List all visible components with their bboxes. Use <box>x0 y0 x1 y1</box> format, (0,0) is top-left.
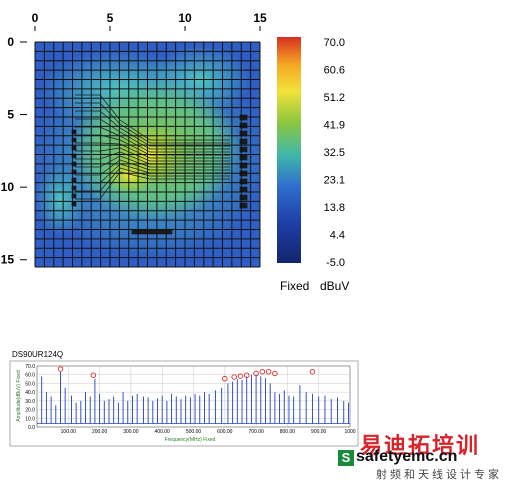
spectrum-frame <box>9 360 359 447</box>
spectrum-x-tick-label: 300.00 <box>123 429 139 435</box>
heatmap-y-tick-label: 10 <box>1 180 15 194</box>
heatmap-grid <box>34 41 261 268</box>
colorbar-scale <box>277 37 301 263</box>
spectrum-series <box>37 372 350 424</box>
spectrum-y-label: Amplitude(dBuV) Fixed <box>16 370 22 422</box>
spectrum-peak-markers <box>57 366 316 382</box>
colorbar-tick-label: -5.0 <box>326 257 345 269</box>
watermark-slogan: 射频和天线设计专家 <box>376 468 502 481</box>
heatmap-y-tick-label: 15 <box>1 253 15 267</box>
spectrum-peak-marker <box>309 368 316 375</box>
spectrum-peak-marker <box>57 366 64 372</box>
heatmap-y-ticks: 0 5 10 15 <box>1 35 27 267</box>
pcb-connector-pin <box>239 178 248 185</box>
colorbar-tick-label: 60.6 <box>324 65 345 77</box>
pcb-connector-pin <box>239 202 248 209</box>
spectrum-y-tick-label: 20.0 <box>25 408 35 414</box>
heatmap-chart: 0 5 10 15 0 5 10 15 <box>1 11 267 268</box>
colorbar-tick-labels: 70.0 60.6 51.2 41.9 32.5 23.1 13.8 4.4 -5.0 <box>324 37 345 269</box>
spectrum-x-tick-label: 500.00 <box>186 429 202 435</box>
spectrum-peak-marker <box>272 370 278 377</box>
colorbar-label-unit: dBuV <box>320 279 349 293</box>
spectrum-x-tick-label: 200.00 <box>92 429 108 435</box>
colorbar-tick-label: 32.5 <box>324 147 345 159</box>
spectrum-y-tick-label: 40.0 <box>25 390 35 396</box>
colorbar: 70.0 60.6 51.2 41.9 32.5 23.1 13.8 4.4 -5.0 Fixe… <box>277 37 349 293</box>
spectrum-x-label: Frequency(MHz) Fixed <box>165 437 216 443</box>
colorbar-tick-label: 51.2 <box>324 92 345 104</box>
spectrum-x-tick-label: 400.00 <box>155 429 171 435</box>
spectrum-y-tick-label: 70.0 <box>25 364 35 370</box>
spectrum-y-tick-label: 10.0 <box>25 416 35 422</box>
pcb-connector-pin <box>239 122 248 129</box>
heatmap-x-tick-label: 15 <box>253 11 267 25</box>
pcb-connector-pin <box>239 162 248 169</box>
spectrum-y-tick-label: 0.0 <box>28 425 35 431</box>
colorbar-tick-label: 23.1 <box>324 175 345 187</box>
heatmap-x-tick-label: 5 <box>107 11 114 25</box>
spectrum-peak-marker <box>90 372 97 378</box>
spectrum-y-tick-label: 60.0 <box>25 373 35 379</box>
spectrum-peak-marker <box>265 368 272 375</box>
spectrum-peak-marker <box>259 368 266 375</box>
colorbar-tick-label: 4.4 <box>330 229 345 241</box>
colorbar-tick-label: 41.9 <box>324 119 345 131</box>
spectrum-x-tick-label: 700.00 <box>248 429 264 435</box>
pcb-connector-pin <box>239 138 248 145</box>
colorbar-tick-label: 70.0 <box>324 37 345 49</box>
spectrum-x-tick-label: 100.00 <box>61 429 77 435</box>
spectrum-y-tick-label: 50.0 <box>25 381 35 387</box>
spectrum-peak-marker <box>222 375 228 382</box>
colorbar-tick-label: 13.8 <box>324 202 345 214</box>
spectrum-peak-marker <box>243 372 250 378</box>
heatmap-x-tick-label: 10 <box>178 11 192 25</box>
spectrum-peak-marker <box>253 370 259 377</box>
pcb-connector-pin <box>239 146 248 153</box>
spectrum-title: DS90UR124Q <box>12 350 63 359</box>
spectrum-peak-marker <box>231 374 237 380</box>
watermark-site: safetyemc.cn <box>356 448 458 465</box>
colorbar-label-fixed: Fixed <box>280 279 309 293</box>
watermark-brand-cn: 易迪拓培训 <box>360 434 481 459</box>
spectrum-x-tick-label: 1000 <box>344 429 355 435</box>
spectrum-y-ticks: 70.0 60.0 50.0 40.0 30.0 20.0 10.0 0.0 <box>25 364 35 431</box>
spectrum-chart: DS90UR124Q 100.00 200.00 300.00 400.00 500.0… <box>9 350 359 447</box>
heatmap-x-ticks: 0 5 10 15 <box>32 11 267 31</box>
spectrum-x-tick-label: 600.00 <box>217 429 233 435</box>
heatmap-y-tick-label: 0 <box>7 35 14 49</box>
pcb-connector-pin <box>239 194 248 201</box>
spectrum-y-tick-label: 30.0 <box>25 399 35 405</box>
spectrum-x-tick-label: 800.00 <box>280 429 296 435</box>
heatmap-x-tick-label: 0 <box>32 11 39 25</box>
watermark-s-icon: S <box>338 450 354 466</box>
spectrum-x-tick-label: 900.00 <box>311 429 327 435</box>
spectrum-peak-marker <box>237 373 244 379</box>
heatmap-y-tick-label: 5 <box>7 108 14 122</box>
spectrum-x-ticks: 100.00 200.00 300.00 400.00 500.00 600.00 700.… <box>61 429 356 435</box>
watermark-logo: 易迪拓培训 S safetyemc.cn 射频和天线设计专家 <box>330 428 510 481</box>
